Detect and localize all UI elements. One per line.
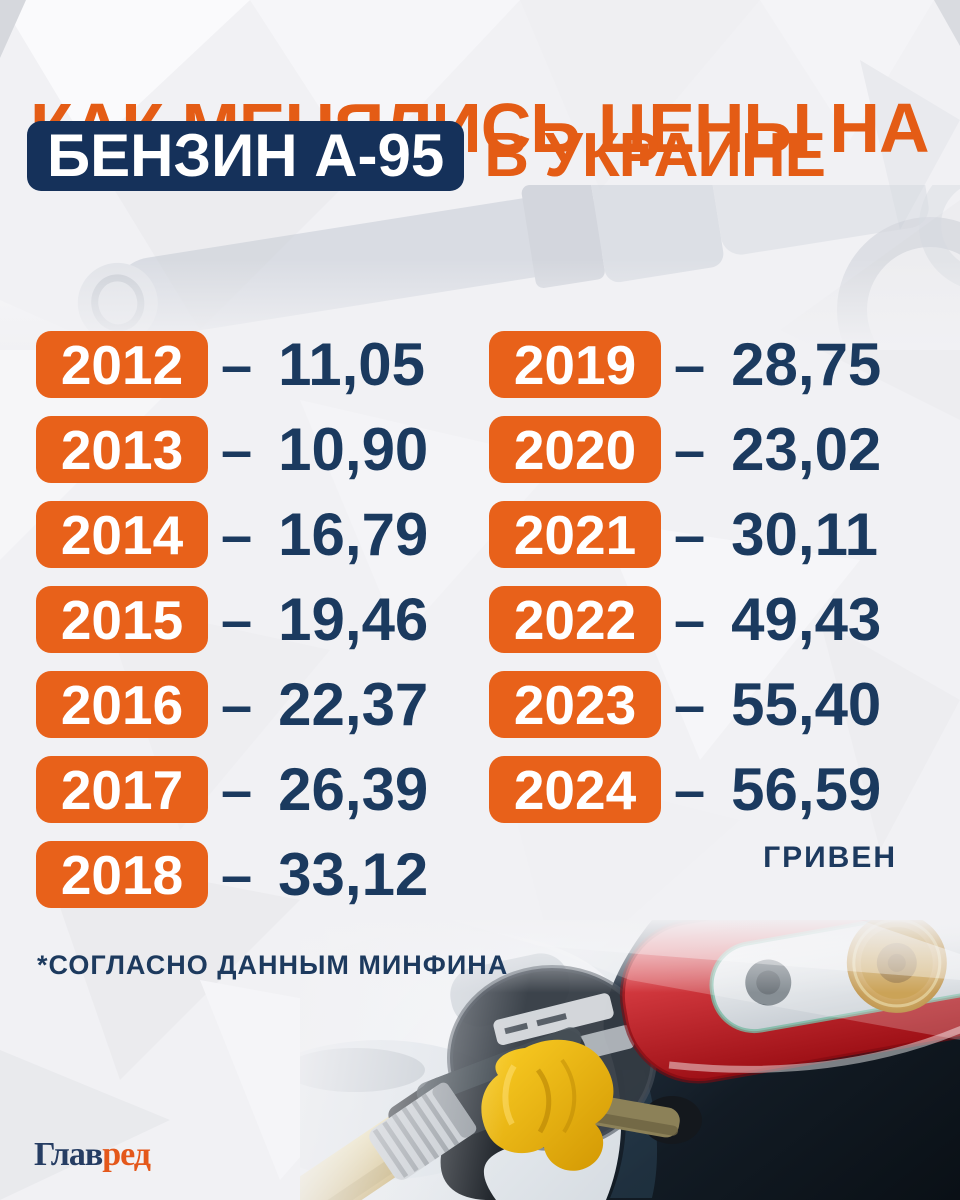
- price-row-2023: 2023 – 55,40: [489, 671, 903, 738]
- price-row-2012: 2012 – 11,05: [36, 331, 428, 398]
- year-badge: 2016: [36, 671, 208, 738]
- dash: –: [674, 418, 706, 481]
- year-badge: 2023: [489, 671, 661, 738]
- price-value: 33,12: [278, 841, 429, 908]
- year-badge: 2020: [489, 416, 661, 483]
- dash: –: [221, 673, 253, 736]
- dash: –: [221, 588, 253, 651]
- year-badge: 2014: [36, 501, 208, 568]
- dash: –: [221, 333, 253, 396]
- price-value: 49,43: [731, 586, 882, 653]
- price-value: 55,40: [731, 671, 882, 738]
- price-row-2015: 2015 – 19,46: [36, 586, 428, 653]
- price-row-2021: 2021 – 30,11: [489, 501, 903, 568]
- year-badge: 2012: [36, 331, 208, 398]
- price-row-2018: 2018 – 33,12: [36, 841, 428, 908]
- price-row-2013: 2013 – 10,90: [36, 416, 428, 483]
- year-badge: 2021: [489, 501, 661, 568]
- faded-nozzle-photo: [0, 185, 960, 350]
- dash: –: [674, 333, 706, 396]
- dash: –: [674, 673, 706, 736]
- dash: –: [674, 588, 706, 651]
- source-footnote: *СОГЛАСНО ДАННЫМ МИНФИНА: [37, 950, 509, 980]
- title-line-2-rest: В УКРАИНЕ: [484, 121, 826, 190]
- title-line-2: БЕНЗИН А-95 В УКРАИНЕ: [27, 120, 826, 191]
- price-value: 19,46: [278, 586, 429, 653]
- dash: –: [221, 503, 253, 566]
- price-value: 30,11: [731, 501, 878, 568]
- price-row-2022: 2022 – 49,43: [489, 586, 903, 653]
- year-badge: 2018: [36, 841, 208, 908]
- price-row-2019: 2019 – 28,75: [489, 331, 903, 398]
- title-highlight-badge: БЕНЗИН А-95: [27, 120, 465, 191]
- year-badge: 2022: [489, 586, 661, 653]
- price-row-2024: 2024 – 56,59: [489, 756, 903, 823]
- logo-part-dark: Глав: [34, 1136, 103, 1173]
- price-value: 10,90: [278, 416, 429, 483]
- year-badge: 2015: [36, 586, 208, 653]
- dash: –: [221, 758, 253, 821]
- price-value: 23,02: [731, 416, 882, 483]
- year-badge: 2024: [489, 756, 661, 823]
- price-value: 11,05: [278, 331, 425, 398]
- price-value: 22,37: [278, 671, 429, 738]
- logo-part-accent: ред: [102, 1136, 151, 1173]
- price-value: 56,59: [731, 756, 882, 823]
- price-row-2020: 2020 – 23,02: [489, 416, 903, 483]
- price-value: 16,79: [278, 501, 429, 568]
- price-column-left: 2012 – 11,05 2013 – 10,90 2014 – 16,79 2…: [36, 331, 428, 926]
- price-value: 28,75: [731, 331, 882, 398]
- price-row-2016: 2016 – 22,37: [36, 671, 428, 738]
- year-badge: 2017: [36, 756, 208, 823]
- price-row-2014: 2014 – 16,79: [36, 501, 428, 568]
- price-value: 26,39: [278, 756, 429, 823]
- dash: –: [674, 503, 706, 566]
- currency-label: ГРИВЕН: [763, 841, 897, 874]
- dash: –: [221, 843, 253, 906]
- dash: –: [221, 418, 253, 481]
- price-row-2017: 2017 – 26,39: [36, 756, 428, 823]
- dash: –: [674, 758, 706, 821]
- year-badge: 2013: [36, 416, 208, 483]
- year-badge: 2019: [489, 331, 661, 398]
- price-column-right: 2019 – 28,75 2020 – 23,02 2021 – 30,11 2…: [489, 331, 903, 875]
- glavred-logo: Главред: [34, 1136, 151, 1174]
